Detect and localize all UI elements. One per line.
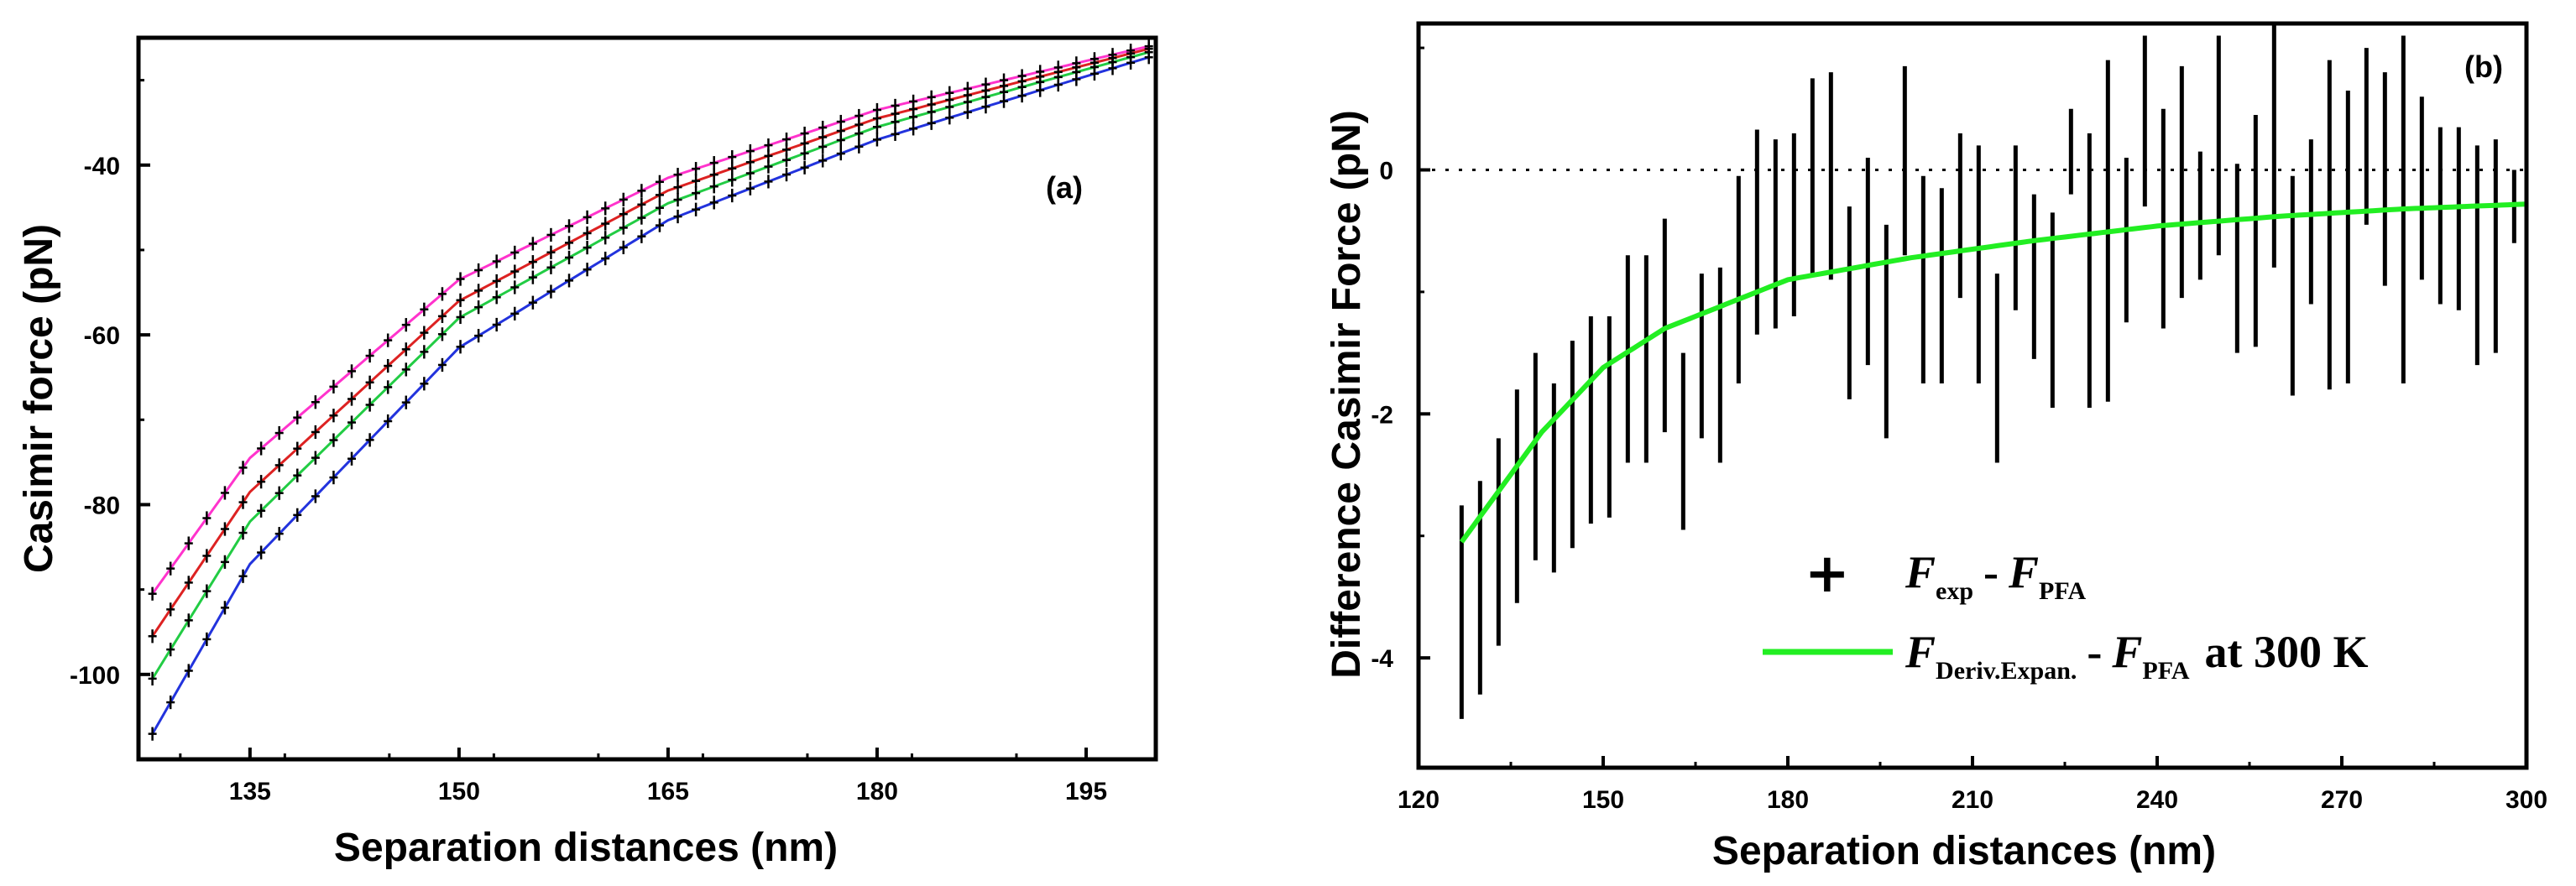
y-tick-label: -80	[84, 492, 120, 519]
legend-sub-pfa-1: PFA	[2039, 577, 2086, 605]
panel-a-ticks: 135 150 165 180 195 -40 -60 -80 -100	[70, 79, 1107, 805]
x-tick-label: 150	[1582, 786, 1624, 814]
legend-dash-2: -	[2087, 627, 2102, 677]
series-line-blue	[151, 55, 1150, 735]
panel-a-y-axis-title: Casimir force (pN)	[17, 224, 61, 573]
legend-entry-exp: Fexp - FPFA	[1905, 547, 2086, 605]
legend-temperature: at 300 K	[2205, 627, 2369, 677]
x-tick-label: 120	[1398, 786, 1440, 814]
panel-a-frame	[136, 35, 1158, 762]
x-tick-label: 300	[2505, 786, 2547, 814]
panel-a-label: (a)	[1046, 170, 1083, 205]
panel-b-error-bars	[1459, 23, 2516, 719]
panel-a-chart: 135 150 165 180 195 -40 -60 -80 -100 (a) Separat…	[17, 35, 1158, 870]
legend-sub-pfa-2: PFA	[2142, 657, 2189, 685]
panel-b-ticks: 120 150 180 210 240 270 300 0 -2 -4	[1371, 46, 2547, 814]
legend: + Fexp - FPFA FDeriv.Expan. - FPFA at 300 K	[1763, 543, 2369, 685]
x-tick-label: 165	[647, 778, 689, 805]
legend-sub-deriv: Deriv.Expan.	[1936, 657, 2077, 685]
x-tick-label: 150	[438, 778, 480, 805]
x-tick-label: 180	[1767, 786, 1809, 814]
panel-b-label: (b)	[2464, 50, 2503, 84]
x-tick-label: 270	[2321, 786, 2363, 814]
legend-entry-fit: FDeriv.Expan. - FPFA at 300 K	[1905, 627, 2369, 685]
panel-b-chart: 120 150 180 210 240 270 300 0 -2 -4 (b) Separatio…	[1325, 21, 2547, 873]
x-tick-label: 180	[856, 778, 898, 805]
legend-f-pfa-1: F	[2008, 547, 2039, 597]
series-line-red	[151, 47, 1150, 638]
legend-plus-symbol: +	[1805, 543, 1850, 605]
x-tick-label: 210	[1952, 786, 1993, 814]
y-tick-label: 0	[1379, 157, 1393, 185]
legend-sub-exp: exp	[1936, 577, 1973, 605]
x-tick-label: 195	[1065, 778, 1107, 805]
y-tick-label: -4	[1371, 645, 1393, 673]
fit-curve	[1459, 201, 2527, 544]
y-tick-label: -100	[70, 662, 120, 690]
y-tick-label: -60	[84, 322, 120, 350]
x-tick-label: 240	[2136, 786, 2178, 814]
series-line-green	[151, 50, 1150, 680]
legend-f-pfa-2: F	[2111, 627, 2142, 677]
y-tick-label: -2	[1371, 401, 1393, 429]
panel-b-y-axis-title: Difference Casimir Force (pN)	[1325, 110, 1369, 679]
panel-a-series-group	[148, 39, 1153, 741]
panel-b-fit-curve-group	[1459, 201, 2527, 544]
panel-a-x-axis-title: Separation distances (nm)	[334, 826, 838, 870]
x-tick-label: 135	[229, 778, 271, 805]
legend-f-deriv: F	[1905, 627, 1936, 677]
panel-b-frame	[1416, 21, 2529, 770]
legend-dash-1: -	[1983, 547, 1999, 597]
y-tick-label: -40	[84, 153, 120, 180]
legend-f-exp: F	[1905, 547, 1936, 597]
panel-b-x-axis-title: Separation distances (nm)	[1712, 829, 2216, 873]
